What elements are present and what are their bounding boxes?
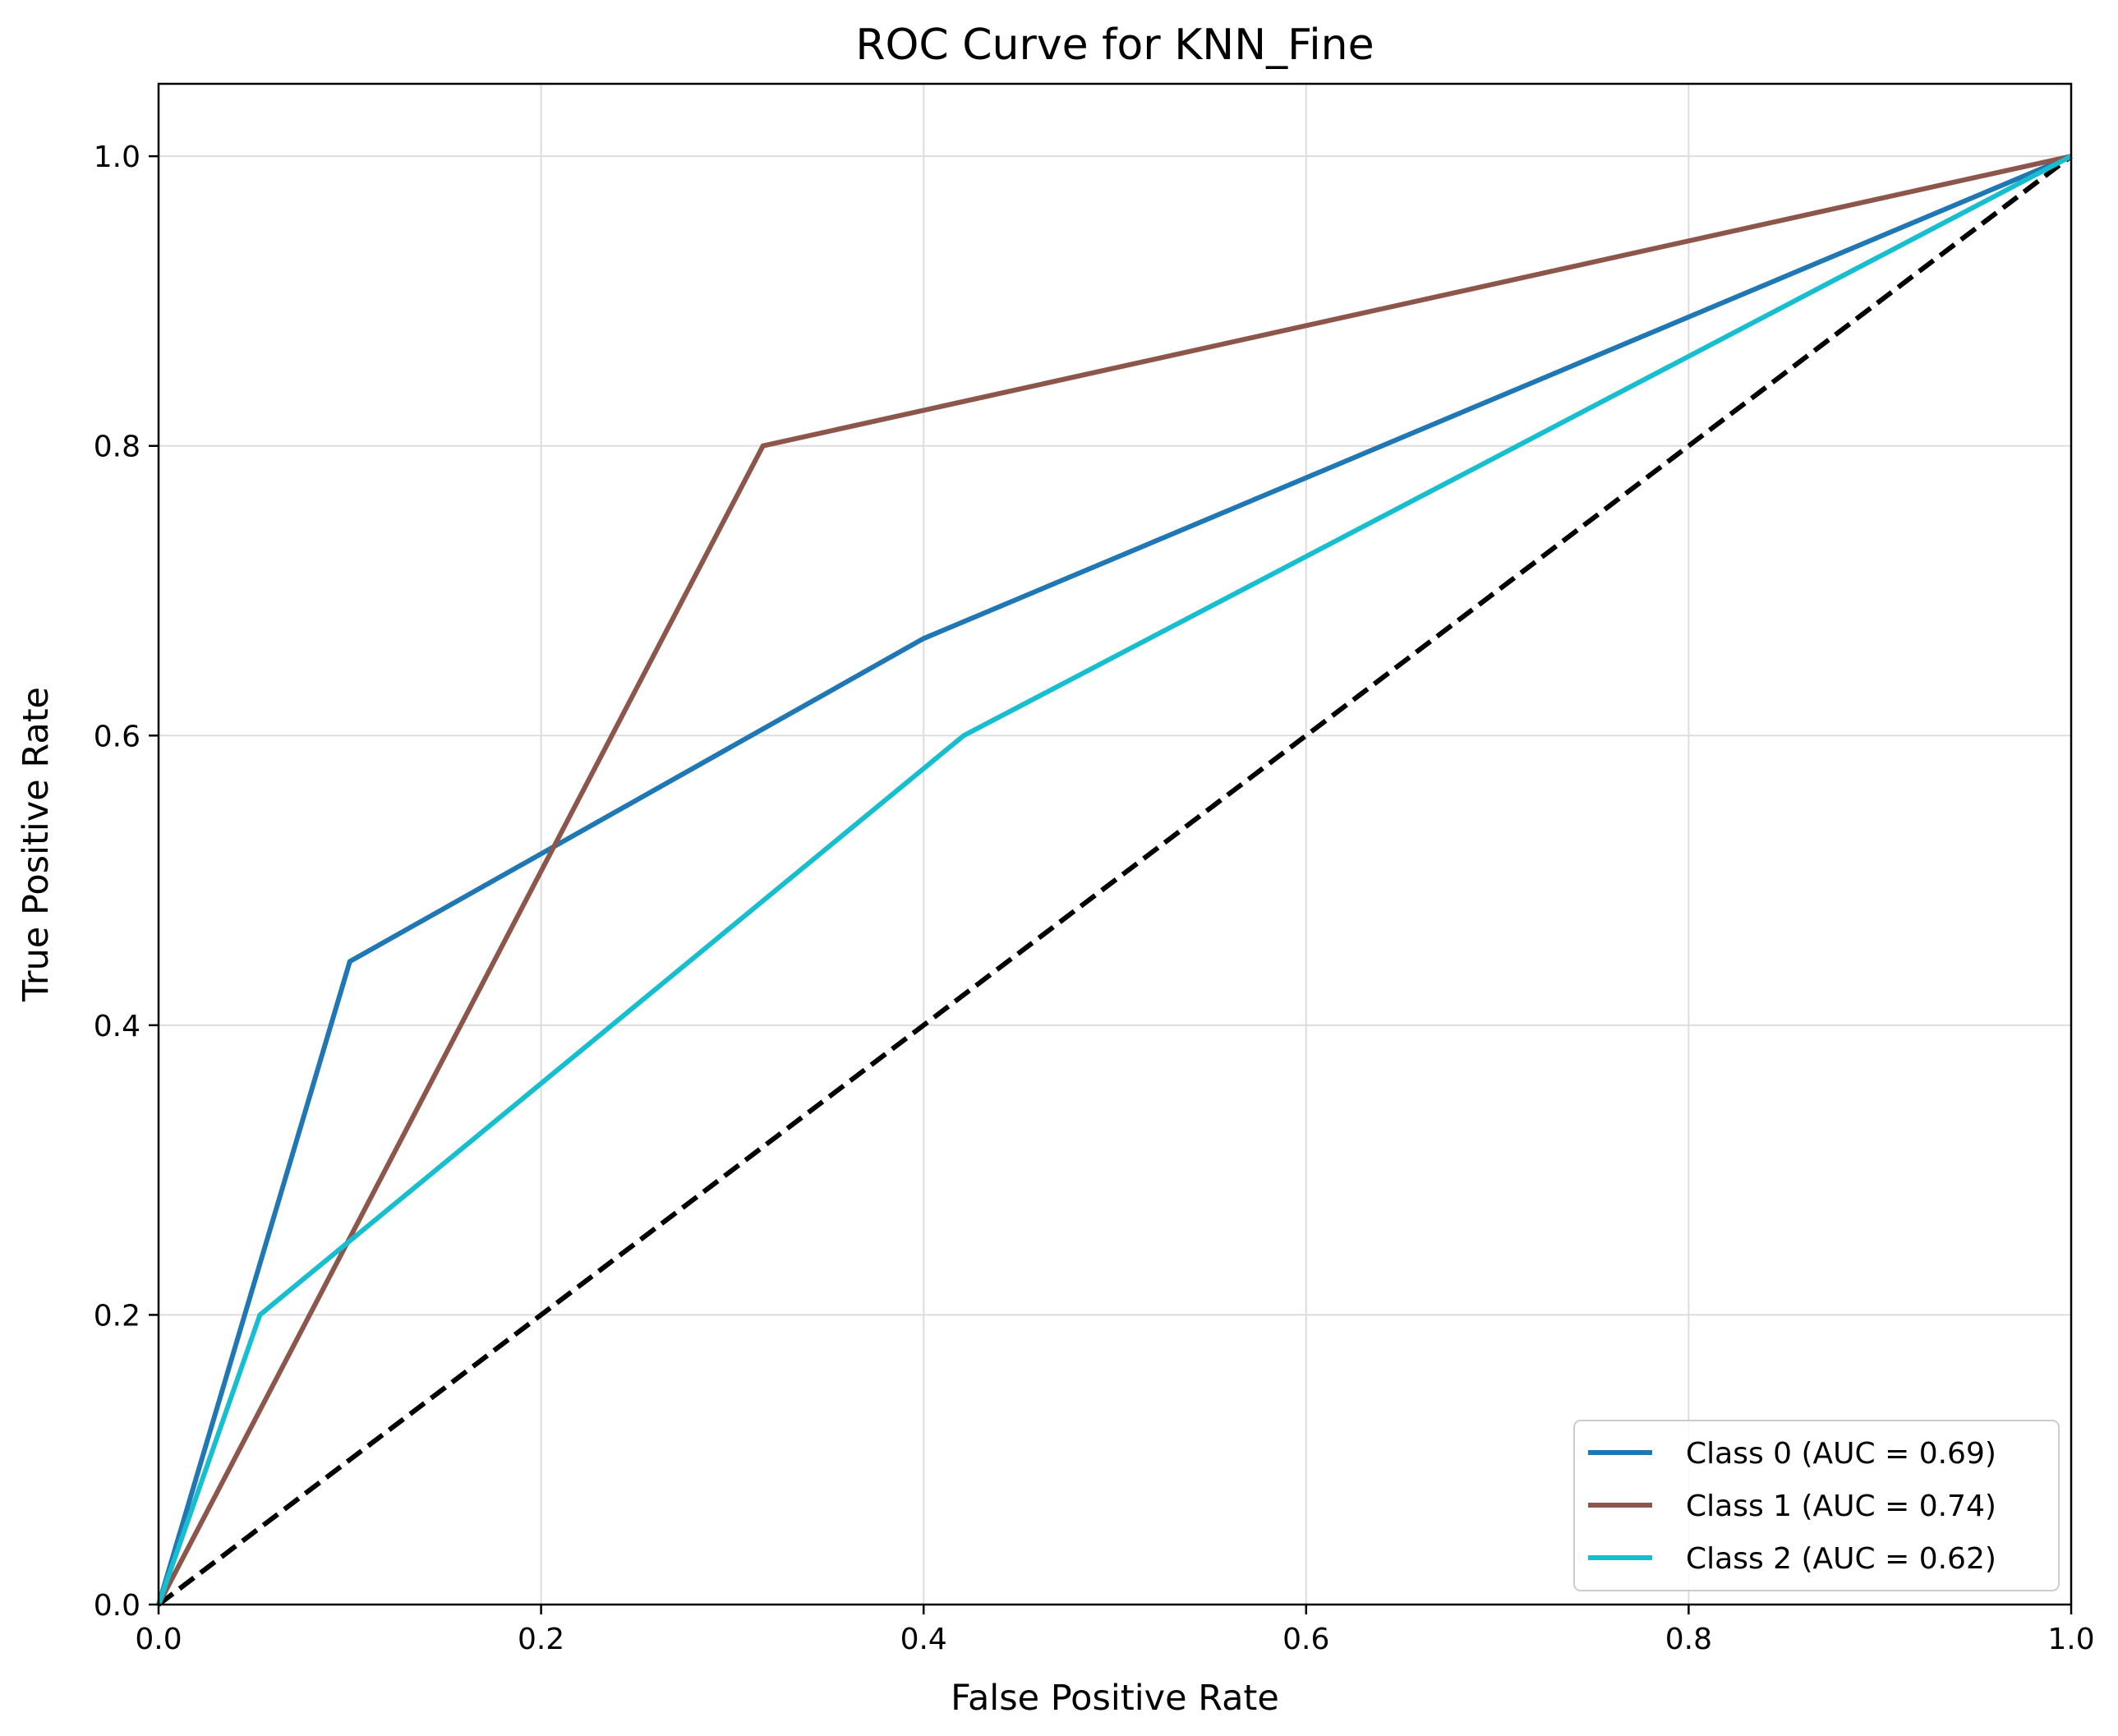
legend-label-class-1: Class 1 (AUC = 0.74): [1686, 1490, 1996, 1523]
legend-label-class-0: Class 0 (AUC = 0.69): [1686, 1437, 1996, 1471]
plot-frame: [157, 82, 2073, 1606]
grid-lines: [158, 84, 2072, 1605]
y-tick-label: 0.6: [94, 720, 140, 753]
y-tick-label: 0.0: [94, 1589, 140, 1623]
x-tick-label: 1.0: [2047, 1623, 2094, 1656]
legend: Class 0 (AUC = 0.69) Class 1 (AUC = 0.74)…: [1573, 1420, 2060, 1591]
x-tick-label: 0.0: [135, 1623, 182, 1656]
x-tick-label: 0.8: [1665, 1623, 1712, 1656]
y-tick-label: 1.0: [94, 140, 140, 174]
x-axis-ticks: 0.0 0.2 0.4 0.6 0.8 1.0: [135, 1605, 2095, 1656]
y-tick-label: 0.8: [94, 431, 140, 464]
legend-box: [1573, 1420, 2060, 1591]
series-line-class-1: [156, 154, 2072, 1606]
x-axis-label: False Positive Rate: [951, 1678, 1279, 1719]
series-line-class-2: [156, 154, 2073, 1605]
y-tick-label: 0.4: [94, 1010, 140, 1043]
x-tick-label: 0.4: [900, 1623, 947, 1656]
x-tick-label: 0.2: [518, 1623, 564, 1656]
reference-line-layer: [157, 154, 2073, 1607]
chart-title: ROC Curve for KNN_Fine: [855, 21, 1374, 70]
series-layer: [156, 154, 2073, 1606]
x-tick-label: 0.6: [1282, 1623, 1329, 1656]
series-line-class-0: [156, 154, 2073, 1605]
y-axis-ticks: 0.0 0.2 0.4 0.6 0.8 1.0: [94, 140, 159, 1623]
y-axis-label: True Positive Rate: [16, 687, 57, 1002]
reference-diagonal-line: [157, 154, 2073, 1607]
y-tick-label: 0.2: [94, 1299, 140, 1333]
legend-label-class-2: Class 2 (AUC = 0.62): [1686, 1542, 1996, 1576]
